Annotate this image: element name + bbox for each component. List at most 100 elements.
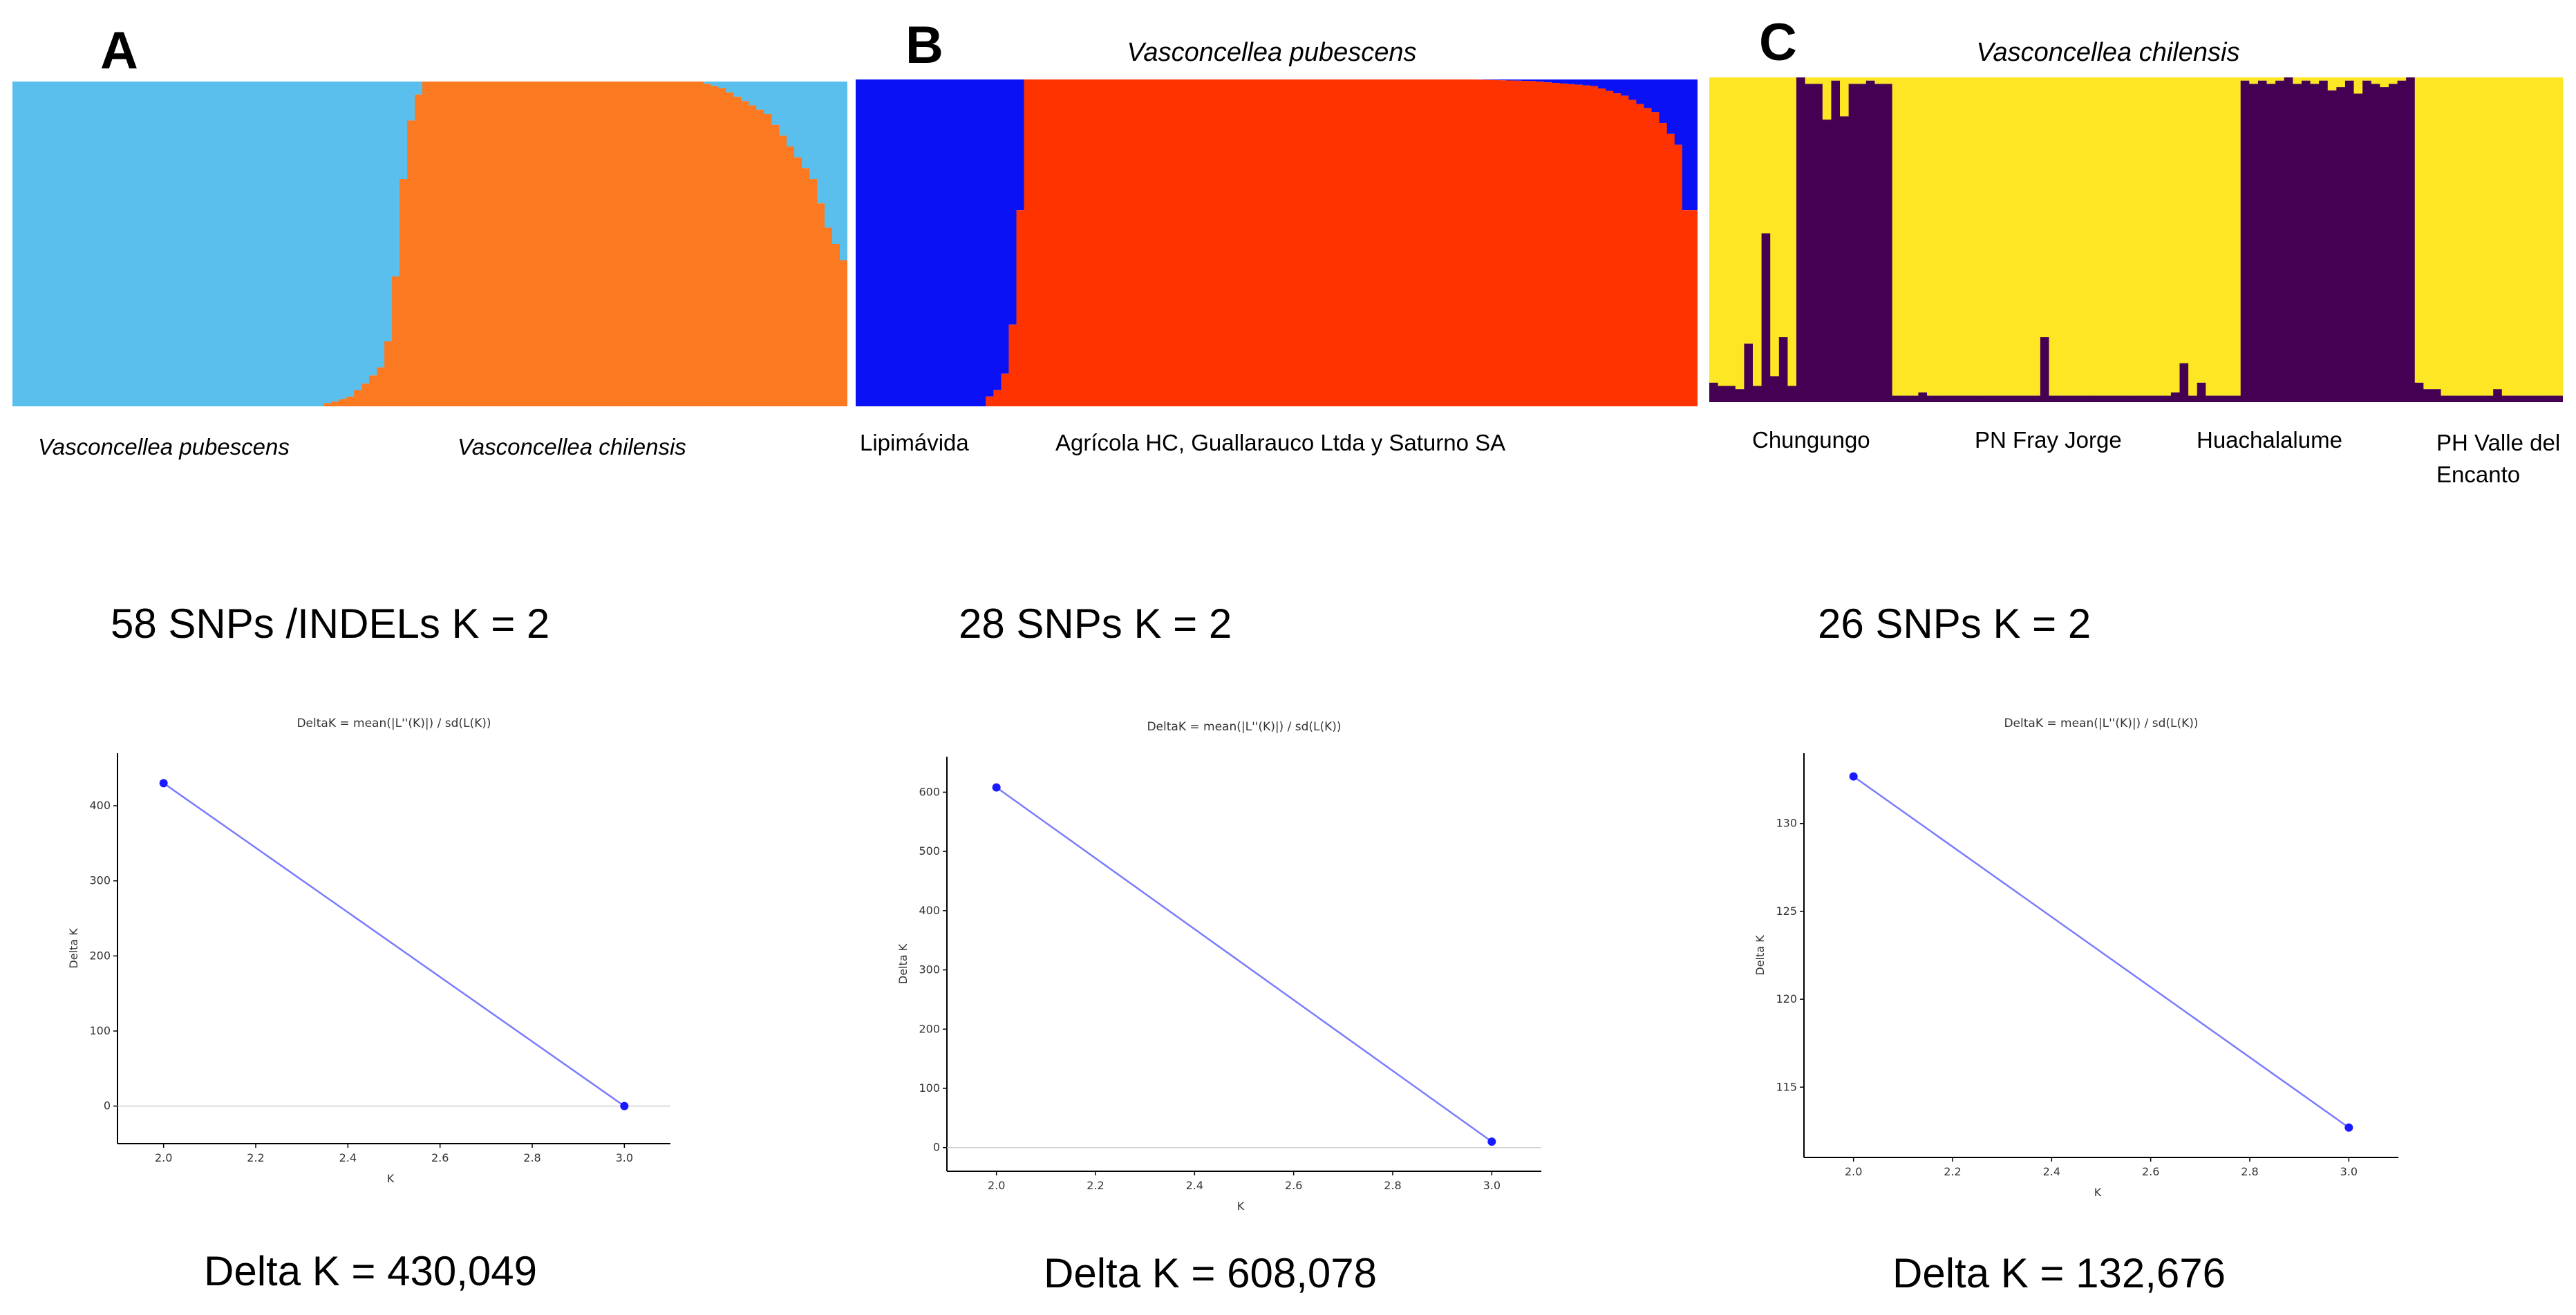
struct-bar-blue — [1536, 79, 1545, 82]
struct-bar-yellow — [2153, 77, 2163, 396]
struct-bar-blue — [901, 79, 910, 406]
struct-bar-blue — [749, 82, 757, 106]
struct-bar-yellow — [2554, 77, 2563, 396]
struct-bar-yellow — [2145, 77, 2154, 396]
struct-bar-orange — [657, 82, 666, 406]
struct-bar-red — [1689, 210, 1698, 406]
panel-letter-c: C — [1759, 13, 1797, 72]
struct-bar-blue — [126, 82, 135, 406]
struct-bar-orange — [756, 109, 764, 406]
struct-bar-purple — [2423, 389, 2433, 402]
struct-bar-blue — [1506, 79, 1514, 81]
struct-bar-red — [1100, 79, 1109, 406]
struct-bar-orange — [764, 114, 772, 406]
struct-bar-blue — [825, 82, 833, 228]
struct-bar-blue — [164, 82, 173, 406]
y-tick-label: 125 — [1776, 905, 1797, 918]
struct-bar-purple — [2162, 395, 2172, 402]
struct-bar-yellow — [2519, 77, 2529, 396]
struct-bar-yellow — [2101, 77, 2111, 396]
struct-bar-blue — [1682, 79, 1691, 211]
struct-bar-blue — [35, 82, 44, 406]
struct-bar-purple — [1831, 80, 1841, 402]
struct-bar-blue — [886, 79, 894, 406]
struct-bar-purple — [2284, 77, 2293, 402]
struct-bar-red — [1536, 82, 1545, 406]
struct-bar-blue — [415, 82, 423, 95]
x-tick-label: 2.2 — [247, 1151, 264, 1164]
struct-bar-blue — [19, 82, 28, 406]
struct-bar-yellow — [2388, 77, 2398, 84]
struct-bar-purple — [2493, 389, 2503, 402]
struct-bar-orange — [802, 168, 810, 406]
struct-bar-purple — [2380, 87, 2389, 402]
struct-bar-orange — [369, 375, 377, 406]
struct-bar-orange — [771, 124, 780, 406]
struct-bar-yellow — [1831, 77, 1841, 81]
struct-bar-red — [1529, 81, 1538, 406]
struct-bar-red — [1078, 79, 1086, 406]
struct-bar-purple — [1735, 389, 1745, 402]
struct-bar-blue — [316, 82, 324, 406]
label-valle-encanto: PH Valle del Encanto — [2436, 430, 2561, 487]
struct-bar-blue — [726, 82, 734, 93]
struct-bar-blue — [1001, 79, 1010, 374]
y-tick-label: 120 — [1776, 992, 1797, 1005]
struct-bar-red — [1261, 79, 1270, 406]
struct-bar-yellow — [1753, 77, 1762, 386]
struct-bar-red — [1559, 83, 1568, 406]
struct-bar-yellow — [2005, 77, 2015, 396]
struct-bar-blue — [1574, 79, 1583, 85]
struct-bar-purple — [2118, 395, 2128, 402]
struct-bar-blue — [293, 82, 301, 406]
y-tick-label: 400 — [919, 904, 940, 917]
struct-bar-red — [1628, 100, 1637, 406]
struct-bar-purple — [2022, 395, 2032, 402]
struct-bar-purple — [2014, 395, 2024, 402]
struct-bar-purple — [2075, 395, 2085, 402]
struct-bar-purple — [2170, 392, 2181, 402]
struct-bar-red — [1544, 82, 1553, 406]
struct-bar-orange — [384, 341, 393, 406]
struct-bar-blue — [156, 82, 165, 406]
struct-bar-blue — [1521, 79, 1530, 82]
struct-bar-orange — [558, 82, 567, 406]
struct-bar-purple — [2467, 395, 2476, 402]
struct-bar-blue — [232, 82, 241, 406]
panel-letter-b: B — [905, 16, 943, 75]
struct-bar-orange — [437, 82, 446, 406]
struct-bar-blue — [50, 82, 59, 406]
struct-bar-purple — [1962, 395, 1971, 402]
struct-bar-blue — [939, 79, 948, 406]
struct-bar-yellow — [2206, 77, 2215, 396]
struct-bar-orange — [422, 82, 431, 406]
struct-bar-purple — [2293, 84, 2302, 402]
x-tick-label: 2.2 — [1944, 1165, 1961, 1178]
struct-bar-yellow — [2319, 77, 2329, 81]
y-tick-label: 500 — [919, 844, 940, 858]
struct-bar-blue — [787, 82, 795, 146]
struct-bar-purple — [2083, 395, 2094, 402]
struct-bar-yellow — [2109, 77, 2119, 396]
struct-bar-blue — [718, 82, 726, 88]
struct-bar-purple — [2432, 389, 2442, 402]
struct-bar-yellow — [1918, 77, 1928, 392]
struct-bar-red — [1001, 373, 1010, 406]
delta-label-b: Delta K = 608,078 — [1044, 1250, 1378, 1296]
struct-bar-purple — [2310, 84, 2320, 402]
struct-bar-blue — [832, 82, 840, 244]
structure-plot-c — [1709, 77, 2563, 402]
struct-bar-purple — [1753, 386, 1762, 402]
struct-bar-purple — [2249, 84, 2259, 402]
struct-bar-yellow — [2214, 77, 2224, 396]
struct-bar-yellow — [2362, 77, 2372, 81]
struct-bar-purple — [2301, 80, 2311, 402]
struct-bar-yellow — [2432, 77, 2442, 390]
struct-bar-red — [1613, 93, 1621, 406]
struct-bar-purple — [1848, 84, 1858, 402]
struct-bar-blue — [986, 79, 994, 397]
struct-bar-yellow — [1944, 77, 1954, 396]
struct-bar-blue — [970, 79, 979, 406]
struct-bar-red — [1659, 123, 1668, 406]
struct-bar-purple — [2136, 395, 2145, 402]
